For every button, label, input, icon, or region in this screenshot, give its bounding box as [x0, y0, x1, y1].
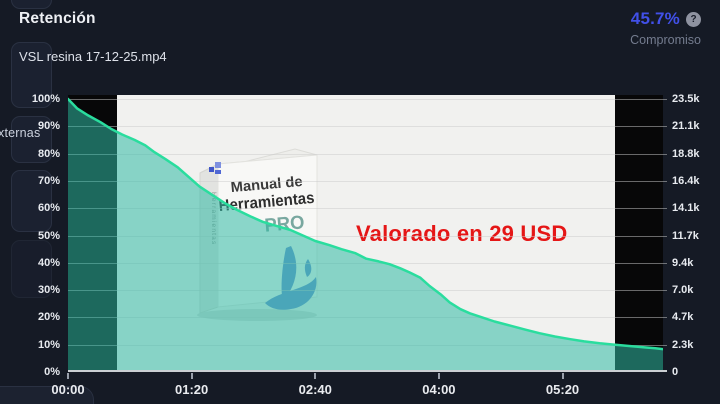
gridline — [68, 235, 667, 237]
page-title: Retención — [19, 10, 96, 27]
x-axis-tick — [314, 373, 317, 379]
y-axis-left-label: 40% — [37, 256, 60, 269]
y-axis-left-label: 90% — [37, 120, 60, 133]
y-axis-right-label: 14.1k — [672, 202, 700, 215]
gridline — [68, 99, 667, 100]
x-axis-tick — [437, 373, 440, 379]
x-axis-line — [68, 370, 667, 372]
y-axis-right-label: 2.3k — [672, 338, 694, 351]
box-title-line1: Manual de — [230, 174, 303, 196]
video-filename: VSL resina 17-12-25.mp4 — [19, 49, 167, 64]
engagement-value: 45.7% — [630, 9, 680, 28]
y-axis-left-label: 60% — [37, 202, 60, 215]
x-axis-label: 05:20 — [545, 382, 580, 397]
help-icon[interactable]: ? — [686, 11, 701, 27]
gridline — [68, 126, 667, 128]
y-axis-left-label: 50% — [37, 229, 60, 242]
y-axis-right-label: 0 — [672, 366, 679, 378]
x-axis-label: 00:00 — [51, 382, 85, 397]
y-axis-left-label: 100% — [31, 93, 60, 105]
y-axis-right-label: 11.7k — [672, 229, 699, 242]
x-axis-label: 02:40 — [298, 382, 332, 397]
edge-card[interactable] — [11, 42, 52, 108]
edge-item-label: xternas — [0, 126, 41, 140]
edge-card[interactable] — [11, 0, 52, 9]
x-axis-tick — [190, 373, 193, 379]
gridline — [68, 180, 667, 182]
y-axis-right-label: 18.8k — [672, 147, 700, 160]
y-axis-left-label: 70% — [37, 174, 60, 187]
y-axis-left-label: 80% — [37, 147, 60, 160]
y-axis-right-label: 7.0k — [672, 284, 694, 297]
x-axis-tick — [561, 373, 564, 379]
engagement-block: 45.7% ? Compromiso — [630, 9, 701, 47]
x-axis-label: 01:20 — [175, 382, 209, 397]
y-axis-left-label: 30% — [37, 284, 60, 297]
edge-card[interactable] — [11, 170, 52, 232]
x-axis-label: 04:00 — [422, 382, 456, 397]
x-axis-tick — [67, 373, 69, 379]
y-axis-right-label: 9.4k — [672, 256, 694, 269]
y-axis-left-label: 20% — [37, 311, 60, 324]
thumbnail-overlay-text: Valorado en 29 USD — [356, 221, 568, 246]
retention-curve[interactable] — [68, 95, 663, 374]
engagement-label: Compromiso — [630, 33, 701, 47]
gridline — [68, 208, 667, 210]
y-axis-right-label: 23.5k — [672, 93, 700, 105]
gridline — [68, 153, 667, 155]
y-axis-right-label: 4.7k — [672, 311, 694, 324]
edge-card[interactable] — [11, 240, 52, 298]
y-axis-right-label: 16.4k — [672, 174, 700, 187]
y-axis-left-label: 0% — [44, 366, 60, 378]
y-axis-left-label: 10% — [37, 338, 60, 351]
y-axis-right-label: 21.1k — [672, 120, 700, 133]
edge-card[interactable] — [11, 116, 52, 163]
